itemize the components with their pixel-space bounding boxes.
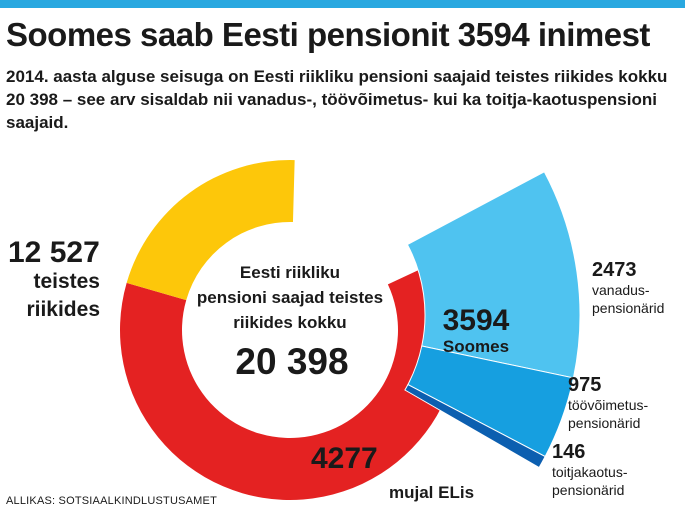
breakdown-label: toitjakaotus- bbox=[552, 464, 628, 480]
center-label-line: pensioni saajad teistes bbox=[197, 288, 383, 307]
breakdown-label: vanadus- bbox=[592, 282, 650, 298]
finland-breakdown bbox=[404, 171, 581, 469]
center-value: 20 398 bbox=[235, 341, 348, 382]
breakdown-label: töövõimetus- bbox=[568, 397, 648, 413]
chart-labels: Eesti riikliku pensioni saajad teistes rii… bbox=[8, 236, 664, 502]
top-accent-bar bbox=[0, 0, 685, 8]
slice-breakdown-2 bbox=[404, 383, 546, 469]
slice-label: teistes bbox=[33, 270, 100, 293]
breakdown-label: pensionärid bbox=[552, 482, 624, 498]
chart-title: Soomes saab Eesti pensionit 3594 inimest bbox=[6, 16, 650, 53]
slice-value: 4277 bbox=[311, 442, 378, 475]
source-note: ALLIKAS: SOTSIAALKINDLUSTUSAMET bbox=[6, 495, 217, 507]
center-label-line: riikides kokku bbox=[233, 313, 346, 332]
breakdown-value: 975 bbox=[568, 374, 601, 396]
center-label-line: Eesti riikliku bbox=[240, 263, 340, 282]
donut-ring bbox=[120, 160, 460, 500]
breakdown-value: 146 bbox=[552, 441, 585, 463]
slice-label: mujal ELis bbox=[389, 483, 474, 502]
breakdown-label: pensionärid bbox=[592, 300, 664, 316]
slice-mujal-elis bbox=[126, 160, 295, 301]
breakdown-label: pensionärid bbox=[568, 415, 640, 431]
slice-value: 12 527 bbox=[8, 236, 100, 269]
chart-subtitle: 2014. aasta alguse seisuga on Eesti riik… bbox=[6, 67, 668, 132]
slice-label: Soomes bbox=[443, 337, 509, 356]
slice-value: 3594 bbox=[443, 304, 510, 337]
slice-label: riikides bbox=[26, 298, 100, 321]
breakdown-value: 2473 bbox=[592, 259, 637, 281]
slice-teistes-riikides bbox=[120, 258, 460, 500]
